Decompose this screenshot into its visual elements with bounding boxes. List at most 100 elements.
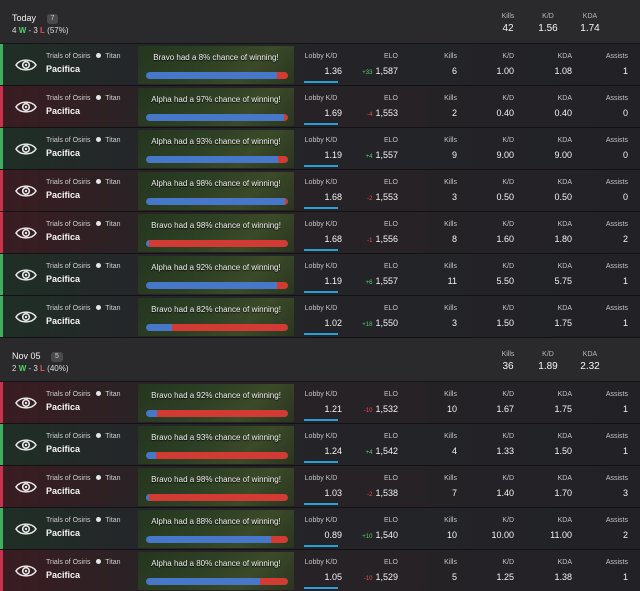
lobby-kd-value: 1.24 xyxy=(324,446,342,456)
match-mode: Trials of Osiris Titan xyxy=(46,137,121,144)
kda-value: 11.00 xyxy=(550,530,572,540)
lobby-kd-value: 0.89 xyxy=(324,530,342,540)
mode-label: Trials of Osiris xyxy=(46,391,91,398)
kda-stat: KDA 9.00 xyxy=(530,137,572,160)
assists-label: Assists xyxy=(605,263,628,270)
map-name: Pacifica xyxy=(46,64,81,74)
kd-stat: K/D 1.00 xyxy=(472,53,514,76)
lobby-kd-label: Lobby K/D xyxy=(304,137,338,144)
class-label: Titan xyxy=(105,179,121,186)
class-label: Titan xyxy=(105,475,121,482)
lobby-kd-bar xyxy=(304,165,338,167)
result-indicator xyxy=(0,424,3,465)
match-row[interactable]: Trials of Osiris Titan Pacifica Bravo ha… xyxy=(0,212,640,254)
eye-icon[interactable] xyxy=(15,563,37,579)
elo-label: ELO xyxy=(383,263,398,270)
alpha-share-bar xyxy=(146,198,286,205)
kills-value: 4 xyxy=(451,446,457,456)
eye-icon[interactable] xyxy=(15,437,37,453)
result-indicator xyxy=(0,254,3,295)
map-banner: Alpha had a 97% chance of winning! xyxy=(138,88,294,126)
day-header: Nov 05 5 2 W - 3 L (40%) Kills 36 K/D 1.… xyxy=(0,338,640,382)
eye-icon[interactable] xyxy=(15,141,37,157)
win-chance-text: Bravo had a 92% chance of winning! xyxy=(151,391,281,400)
elo-delta: -4 xyxy=(367,112,373,118)
eye-icon[interactable] xyxy=(15,479,37,495)
eye-icon[interactable] xyxy=(15,225,37,241)
win-percentage: (57%) xyxy=(47,26,69,35)
match-row[interactable]: Trials of Osiris Titan Pacifica Alpha ha… xyxy=(0,86,640,128)
kd-stat: K/D 1.40 xyxy=(472,475,514,498)
mode-label: Trials of Osiris xyxy=(46,517,91,524)
win-chance-text: Bravo had a 93% chance of winning! xyxy=(151,433,281,442)
lobby-kd-label: Lobby K/D xyxy=(304,475,338,482)
kda-label: KDA xyxy=(557,517,572,524)
kda-stat: KDA 1.70 xyxy=(530,475,572,498)
separator-dot-icon xyxy=(96,305,102,310)
lobby-kd-stat: Lobby K/D 0.89 xyxy=(300,517,342,547)
assists-stat: Assists 1 xyxy=(590,391,628,414)
eye-icon[interactable] xyxy=(15,395,37,411)
lobby-kd-value: 1.05 xyxy=(324,572,342,582)
lobby-kd-bar xyxy=(304,123,338,125)
match-row[interactable]: Trials of Osiris Titan Pacifica Bravo ha… xyxy=(0,296,640,338)
match-row[interactable]: Trials of Osiris Titan Pacifica Bravo ha… xyxy=(0,44,640,86)
elo-stat: ELO +33 1,587 xyxy=(352,53,398,76)
lobby-kd-bar xyxy=(304,503,338,505)
lobby-kd-label: Lobby K/D xyxy=(304,179,338,186)
lobby-kd-bar xyxy=(304,461,338,463)
elo-value: 1,557 xyxy=(375,150,398,160)
elo-stat: ELO -1 1,556 xyxy=(352,221,398,244)
match-row[interactable]: Trials of Osiris Titan Pacifica Alpha ha… xyxy=(0,254,640,296)
lobby-kd-label: Lobby K/D xyxy=(304,221,338,228)
match-row[interactable]: Trials of Osiris Titan Pacifica Bravo ha… xyxy=(0,466,640,508)
elo-label: ELO xyxy=(383,517,398,524)
eye-icon[interactable] xyxy=(15,99,37,115)
elo-label: ELO xyxy=(383,475,398,482)
kills-label: Kills xyxy=(444,221,457,228)
class-label: Titan xyxy=(105,221,121,228)
bravo-share-bar xyxy=(155,452,288,459)
lobby-kd-label: Lobby K/D xyxy=(304,263,338,270)
alpha-share-bar xyxy=(146,114,284,121)
kills-stat: Kills 6 xyxy=(415,53,457,76)
map-banner: Bravo had a 8% chance of winning! xyxy=(138,46,294,84)
class-label: Titan xyxy=(105,517,121,524)
day-title: Nov 05 5 xyxy=(12,351,63,362)
lobby-kd-stat: Lobby K/D 1.19 xyxy=(300,263,342,293)
kd-label: K/D xyxy=(502,137,514,144)
kills-stat: Kills 11 xyxy=(415,263,457,286)
elo-value-group: +4 1,557 xyxy=(352,150,398,160)
kills-stat: Kills 10 xyxy=(415,391,457,414)
match-row[interactable]: Trials of Osiris Titan Pacifica Alpha ha… xyxy=(0,128,640,170)
kda-label: KDA xyxy=(557,221,572,228)
eye-icon[interactable] xyxy=(15,57,37,73)
alpha-share-bar xyxy=(146,240,149,247)
eye-icon[interactable] xyxy=(15,521,37,537)
kills-value: 6 xyxy=(451,66,457,76)
lobby-kd-label: Lobby K/D xyxy=(304,433,338,440)
day-record: 2 W - 3 L (40%) xyxy=(12,364,69,373)
match-row[interactable]: Trials of Osiris Titan Pacifica Bravo ha… xyxy=(0,424,640,466)
kills-value: 5 xyxy=(451,572,457,582)
eye-icon[interactable] xyxy=(15,183,37,199)
eye-icon[interactable] xyxy=(15,309,37,325)
elo-stat: ELO +6 1,557 xyxy=(352,263,398,286)
elo-label: ELO xyxy=(383,137,398,144)
kills-label: Kills xyxy=(444,137,457,144)
kills-stat: Kills 3 xyxy=(415,179,457,202)
match-row[interactable]: Trials of Osiris Titan Pacifica Alpha ha… xyxy=(0,550,640,591)
kda-stat: KDA 1.75 xyxy=(530,305,572,328)
map-name: Pacifica xyxy=(46,106,81,116)
kda-stat: KDA 0.40 xyxy=(530,95,572,118)
assists-stat: Assists 1 xyxy=(590,305,628,328)
bravo-share-bar xyxy=(148,240,288,247)
elo-value-group: +10 1,540 xyxy=(352,530,398,540)
match-row[interactable]: Trials of Osiris Titan Pacifica Alpha ha… xyxy=(0,170,640,212)
kills-label: Kills xyxy=(444,475,457,482)
match-row[interactable]: Trials of Osiris Titan Pacifica Alpha ha… xyxy=(0,508,640,550)
elo-value: 1,540 xyxy=(375,530,398,540)
kd-label: K/D xyxy=(502,433,514,440)
eye-icon[interactable] xyxy=(15,267,37,283)
match-row[interactable]: Trials of Osiris Titan Pacifica Bravo ha… xyxy=(0,382,640,424)
